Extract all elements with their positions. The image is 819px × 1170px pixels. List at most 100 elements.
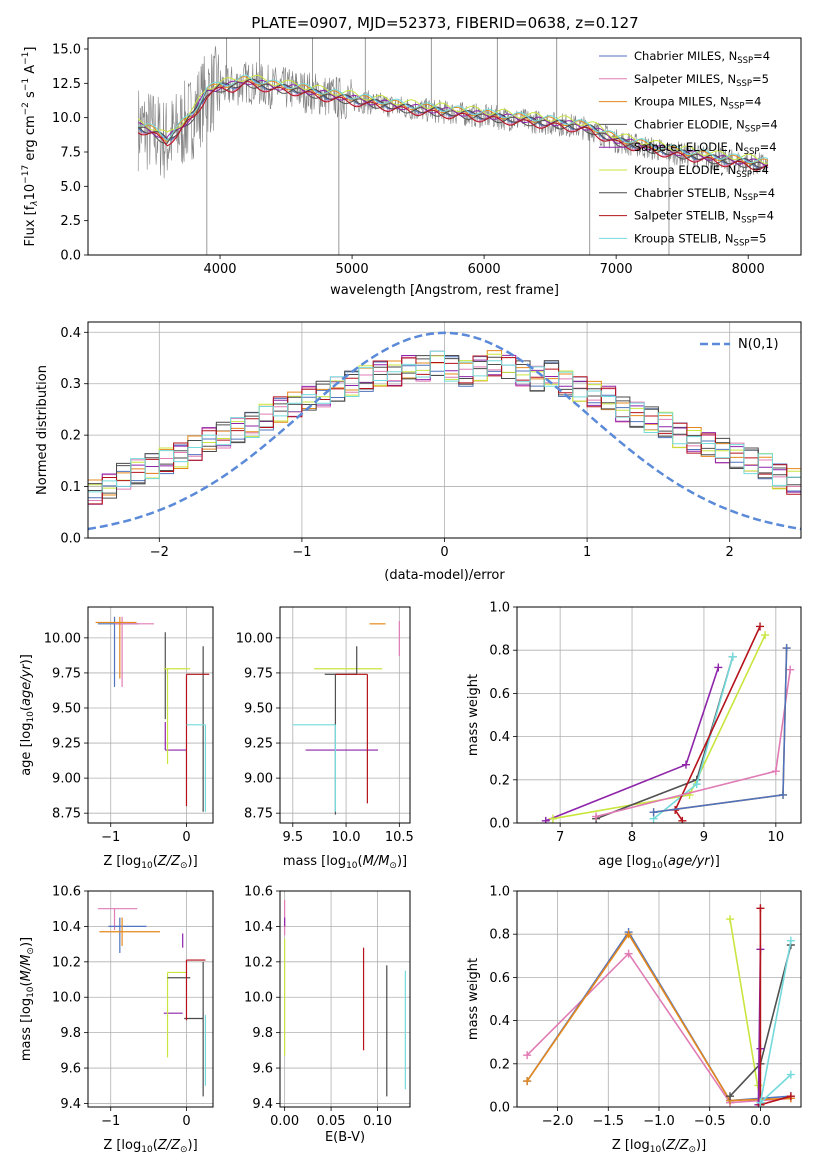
age_vs_mass-xlabel-part: )] [397,854,407,869]
legend-entry-label-part: Salpeter ELODIE, N [634,140,744,154]
legend-entry-label-part: Kroupa MILES, N [634,95,729,109]
age_vs_z-ylabel-part: )] [19,654,34,664]
age_vs_mass-xtick-label: 10.5 [385,830,414,845]
mass_vs_z-ytick-label: 10.4 [52,920,81,935]
mass_vs_ebv-ytick-label: 10.2 [244,955,273,970]
spectrum-model-line [138,74,769,164]
spectrum-xtick-label: 6000 [468,262,501,277]
age_vs_mass-panel: 9.5 10.0 10.5 8.75 9.00 9.25 9.50 9.75 10.00 mass… [236,606,414,871]
weight-point-marker [523,1077,532,1086]
legend-entry-label-part: SSP [736,79,752,89]
weight_vs_age-ytick-label: 0.2 [489,773,510,788]
age_vs_mass-xlabel-part: 10 [346,861,358,871]
age_vs_mass-xtick-label: 9.5 [282,830,303,845]
weight-point-marker [728,652,737,661]
legend-entry-label-part: =4 [752,163,769,177]
legend-entry-label-part: Chabrier STELIB, N [634,186,742,200]
weight_vs_age-plot-area [541,622,795,823]
legend-entry-label-part: SSP [741,216,757,226]
spectrum-ytick-label: 0.0 [60,249,81,264]
age_vs_mass-ytick-label: 8.75 [244,807,273,822]
weight_vs_age-ytick-label: 0.8 [489,644,510,659]
age_vs_mass-xlabel: mass [log10(M/M⊙)] [283,854,407,871]
mass_vs_z-xtick-label: −1 [101,1114,120,1129]
spectrum-ytick-label: 2.5 [60,214,81,229]
weight-point-marker [726,915,734,924]
age_vs_z-ytick-label: 9.75 [52,666,81,681]
residuals-xtick-label: 0 [440,545,448,560]
weight_vs_z-plot-area [523,904,795,1107]
spectrum-ylabel-part: λ [30,200,40,206]
mass_vs_z-ylabel-part: ( [19,981,34,986]
mass_vs_ebv-plot-area [284,899,406,1097]
spectrum-ytick-label: 12.5 [52,77,81,92]
weight_vs_z-xlabel-part: )] [696,1138,706,1153]
legend-entry-label-part: SSP [729,102,745,112]
weight-point-marker [756,904,765,913]
legend-entry-label: Kroupa ELODIE, NSSP=4 [634,163,769,180]
spectrum-ylabel-part: −17 [21,165,31,184]
weight_vs_z-ytick-label: 0.4 [489,1014,510,1029]
age_vs_mass-ytick-label: 10.00 [236,631,273,646]
weight-point-marker [779,790,788,799]
spectrum-ylabel-part: erg cm [23,115,38,164]
mass_vs_ebv-ytick-label: 10.6 [244,885,273,900]
weight-point-marker [714,663,723,672]
mass_vs_ebv-xtick-label: 0.05 [317,1114,346,1129]
spectrum-xtick-label: 8000 [732,262,765,277]
age_vs_mass-ytick-label: 9.25 [244,737,273,752]
mass_vs_z-xlabel-part: ( [153,1138,158,1153]
mass_vs_ebv-ytick-label: 10.4 [244,920,273,935]
age_vs_z-xtick-label: 0 [182,830,190,845]
weight_vs_age-ytick-label: 1.0 [489,601,510,616]
mass_vs_z-xlabel: Z [log10(Z/Z⊙)] [103,1138,197,1155]
spectrum-ylabel-part: 10 [23,184,38,201]
mass_vs_z-xlabel-part: )] [188,1138,198,1153]
weight_vs_z-xtick-label: −1.0 [643,1114,675,1129]
age_vs_z-ytick-label: 9.00 [52,772,81,787]
age_vs_z-xlabel-part: ( [153,854,158,869]
weight_vs_age-xtick-label: 7 [556,830,564,845]
legend-entry-label-part: SSP [744,147,760,157]
age_vs_z-xlabel-part: ⊙ [180,861,188,871]
mass_vs_z-ylabel: mass [log10(M/M⊙)] [19,937,36,1061]
weight_vs_z-xlabel-part: ( [661,1138,666,1153]
spectrum-model-line [137,74,769,164]
residuals-ytick-label: 0.4 [60,326,81,341]
age_vs_mass-xlabel-part: ( [358,854,363,869]
age_vs_z-xlabel-part: Z [log [103,854,141,869]
axes-frame [87,321,802,539]
legend-entry-label-part: Chabrier ELODIE, N [634,117,745,131]
mass_vs_ebv-panel: 0.00 0.05 0.10 9.4 9.6 9.8 10.0 10.2 10.4 10.6 [244,885,411,1129]
weight-point-marker [782,644,791,653]
legend-entry-label: Chabrier ELODIE, NSSP=4 [634,117,778,134]
residual-histogram-kroupa_stelib [88,350,801,503]
weight-point-marker [592,812,601,821]
axes-frame [279,890,411,1108]
weight-point-marker [681,760,690,769]
mass_vs_z-ylabel-part: ⊙ [26,947,36,955]
age_vs_z-ylabel-part: age [log [19,723,34,776]
residuals-xlabel: (data-model)/error [384,568,505,583]
age_vs_z-ytick-label: 10.00 [44,631,81,646]
weight_vs_age-xtick-label: 8 [628,830,636,845]
mass_vs_ebv-ytick-label: 9.4 [252,1097,273,1112]
age_vs_mass-xtick-label: 10.0 [332,830,361,845]
weight-point-marker [541,816,550,823]
weight_vs_z-xtick-label: −2.0 [542,1114,574,1129]
mass_vs_z-xlabel-part: ⊙ [180,1145,188,1155]
weight-point-marker [548,814,557,823]
spectrum-ytick-label: 15.0 [52,42,81,57]
age_vs_mass-xlabel-part: M/M [363,854,390,869]
mass_vs_z-ylabel-part: M/M [19,955,34,982]
spectrum-panel: 4000 5000 6000 7000 8000 0.0 2.5 5.0 7.5 10.0 12.5… [21,37,802,298]
axes-frame [87,37,802,256]
residuals-panel: −2 −1 0 1 2 0.0 0.1 0.2 0.3 0.4 N(0,1) (data-model)… [35,321,802,583]
legend-entry-label: Chabrier MILES, NSSP=4 [634,49,770,66]
mass_vs_z-xlabel-part: 10 [141,1145,153,1155]
age_vs_z-ylabel: age [log10(age/yr)] [19,654,36,776]
legend-entry-label: Salpeter MILES, NSSP=5 [634,72,769,89]
spectrum-ylabel-part: s [23,91,38,102]
legend-entry-label-part: Kroupa STELIB, N [634,231,734,245]
